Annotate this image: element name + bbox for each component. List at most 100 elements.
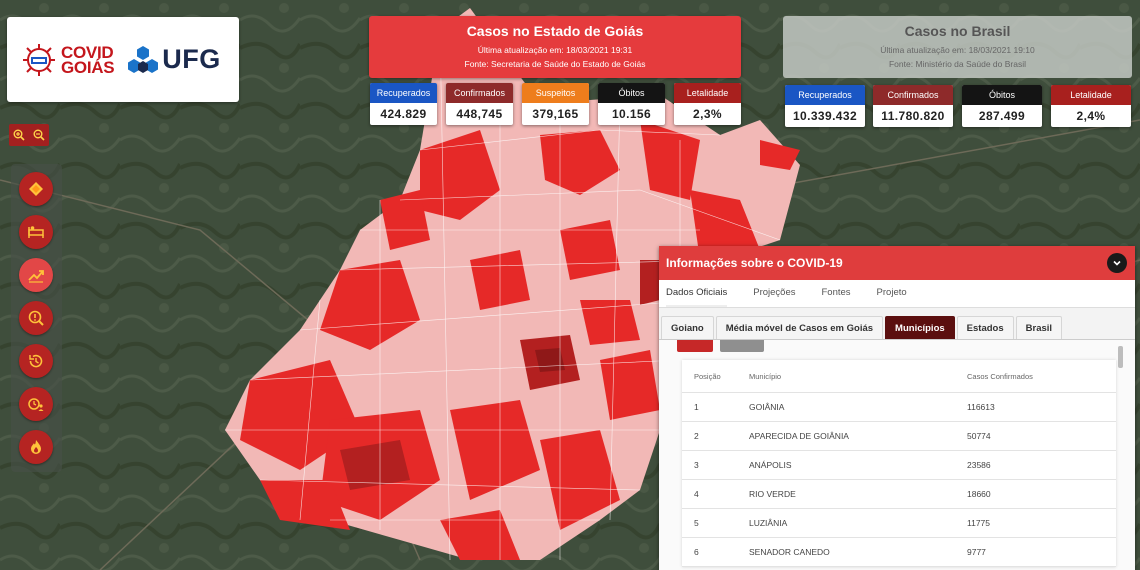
state-source: Fonte: Secretaria de Saúde do Estado de … [464,59,646,69]
cell-municipality: ANÁPOLIS [749,460,792,470]
panel-header: Informações sobre o COVID-19 [659,246,1135,280]
col-header-confirmed[interactable]: Casos Confirmados [967,371,1033,381]
cell-position: 5 [694,518,699,528]
search-alert-icon [28,310,44,326]
chevron-down-icon [1113,260,1121,266]
layers-icon [29,182,43,196]
cell-municipality: APARECIDA DE GOIÂNIA [749,431,849,441]
stat-label: Confirmados [446,83,513,103]
panel-body: Posição Município Casos Confirmados 1 GO… [659,340,1135,570]
subtab-media-movel[interactable]: Média móvel de Casos em Goiás [715,316,884,339]
cell-confirmed: 11775 [967,518,991,528]
covid-info-panel: Informações sobre o COVID-19 Dados Ofici… [659,246,1135,570]
tab-fontes[interactable]: Fontes [821,287,851,298]
cell-confirmed: 18660 [967,489,991,499]
trending-chart-icon [28,270,44,283]
export-button-partial[interactable] [677,340,713,352]
state-stat-suspected: Suspeitos 379,165 [522,83,589,125]
history-icon [29,354,43,368]
ufg-hexagon-icon [128,45,159,73]
table-row[interactable]: 2 APARECIDA DE GOIÂNIA 50774 [682,422,1116,451]
brasil-stat-confirmed: Confirmados 11.780.820 [873,85,953,127]
cell-municipality: RIO VERDE [749,489,796,499]
cell-position: 6 [694,547,699,557]
stat-label: Óbitos [962,85,1042,105]
cell-municipality: SENADOR CANEDO [749,547,830,557]
brasil-cases-title: Casos no Brasil [904,23,1011,39]
stat-label: Confirmados [873,85,953,105]
cell-confirmed: 50774 [967,431,991,441]
layers-button[interactable] [19,172,53,206]
tab-projeto[interactable]: Projeto [876,287,907,298]
stat-value: 379,165 [532,107,579,121]
scrollbar-thumb[interactable] [1118,346,1123,368]
cell-confirmed: 23586 [967,460,991,470]
stat-value: 448,745 [456,107,503,121]
timer-person-button[interactable] [19,387,53,421]
logo-card: COVID GOIÁS UFG [7,17,239,102]
table-row[interactable]: 6 SENADOR CANEDO 9777 [682,538,1116,567]
cell-position: 2 [694,431,699,441]
cell-confirmed: 116613 [967,402,995,412]
stat-value: 10.156 [611,107,652,121]
table-row[interactable]: 5 LUZIÂNIA 11775 [682,509,1116,538]
brasil-stat-deaths: Óbitos 287.499 [962,85,1042,127]
table-header-row: Posição Município Casos Confirmados [682,360,1116,393]
zoom-controls [9,124,49,146]
history-button[interactable] [19,344,53,378]
tab-dados-oficiais[interactable]: Dados Oficiais [666,280,728,307]
panel-title: Informações sobre o COVID-19 [666,256,843,270]
zoom-in-button[interactable] [12,128,26,142]
filter-button-partial[interactable] [720,340,764,352]
brasil-stat-recovered: Recuperados 10.339.432 [785,85,865,127]
fire-icon [31,440,41,454]
virus-icon [23,43,55,76]
brasil-last-update: Última atualização em: 18/03/2021 19:10 [880,45,1035,55]
timer-person-icon [28,398,44,411]
brasil-source: Fonte: Ministério da Saúde do Brasil [888,59,1027,69]
cell-position: 1 [694,402,699,412]
table-row[interactable]: 3 ANÁPOLIS 23586 [682,451,1116,480]
side-toolbar [11,164,62,472]
hospital-beds-button[interactable] [19,215,53,249]
cell-confirmed: 9777 [967,547,986,557]
stat-label: Suspeitos [522,83,589,103]
trends-button[interactable] [19,258,53,292]
col-header-municipality[interactable]: Município [749,371,782,381]
subtab-goiano[interactable]: Goiano [661,316,714,339]
brasil-cases-header: Casos no Brasil Última atualização em: 1… [783,16,1132,78]
panel-sub-tabs: Goiano Média móvel de Casos em Goiás Mun… [659,308,1135,340]
stat-label: Letalidade [674,83,741,103]
stat-value: 2,3% [693,107,722,121]
municipalities-table: Posição Município Casos Confirmados 1 GO… [682,360,1116,567]
zoom-out-button[interactable] [32,128,46,142]
collapse-panel-button[interactable] [1107,253,1127,273]
cell-position: 3 [694,460,699,470]
panel-main-tabs: Dados Oficiais Projeções Fontes Projeto [659,280,1135,308]
table-row[interactable]: 4 RIO VERDE 18660 [682,480,1116,509]
zoom-in-icon [13,129,25,141]
table-row[interactable]: 1 GOIÂNIA 116613 [682,393,1116,422]
stat-label: Recuperados [370,83,437,103]
state-stat-lethality: Letalidade 2,3% [674,83,741,125]
col-header-position[interactable]: Posição [694,371,721,381]
stat-label: Óbitos [598,83,665,103]
subtab-brasil[interactable]: Brasil [1015,316,1063,339]
cell-municipality: LUZIÂNIA [749,518,788,528]
tab-projecoes[interactable]: Projeções [753,287,796,298]
stat-label: Letalidade [1051,85,1131,105]
cell-municipality: GOIÂNIA [749,402,785,412]
stat-label: Recuperados [785,85,865,105]
covid-logo-line1: COVID [61,42,114,62]
zoom-out-icon [33,129,45,141]
ufg-logo: UFG [128,44,221,76]
stat-value: 424.829 [380,107,427,121]
subtab-estados[interactable]: Estados [956,316,1014,339]
covid-logo-line2: GOIÁS [61,57,115,77]
fire-button[interactable] [19,430,53,464]
stat-value: 11.780.820 [881,109,945,123]
ufg-logo-text: UFG [162,44,221,74]
subtab-municipios[interactable]: Municípios [885,316,955,339]
state-cases-header: Casos no Estado de Goiás Última atualiza… [369,16,741,78]
search-alert-button[interactable] [19,301,53,335]
